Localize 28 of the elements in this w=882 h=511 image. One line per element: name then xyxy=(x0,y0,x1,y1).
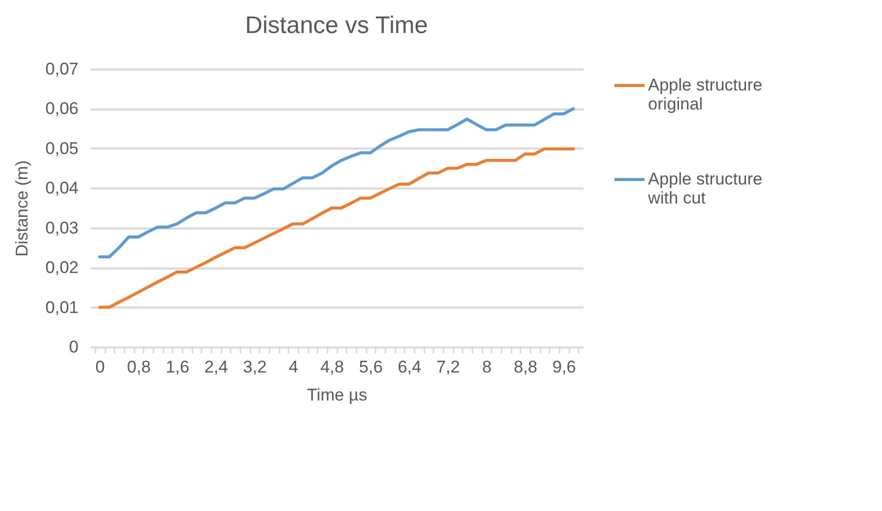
y-tick-label: 0,04 xyxy=(45,178,78,198)
y-tick-label: 0,01 xyxy=(45,298,78,317)
y-tick-label: 0,02 xyxy=(45,258,78,278)
chart-title: Distance vs Time xyxy=(245,12,428,39)
line-series xyxy=(98,107,575,258)
x-tick-label: 0,8 xyxy=(127,358,151,376)
y-tick-label: 0 xyxy=(69,338,78,356)
y-tick-label: 0,05 xyxy=(45,138,78,158)
x-tick-label: 8,8 xyxy=(514,358,538,376)
legend-label: Apple structure with cut xyxy=(647,170,762,208)
x-tick-label: 6,4 xyxy=(398,358,422,376)
x-tick-label: 3,2 xyxy=(243,358,267,376)
y-tick-label: 0,06 xyxy=(45,99,78,118)
line-series xyxy=(98,147,575,309)
x-tick-label: 9,6 xyxy=(552,358,576,376)
x-tick-label: 5,6 xyxy=(359,358,383,376)
x-tick-label: 8 xyxy=(482,358,492,376)
x-tick-label: 2,4 xyxy=(204,358,228,376)
y-axis-title: Distance (m) xyxy=(12,160,32,257)
x-tick-label: 0 xyxy=(95,358,105,376)
x-tick-label: 1,6 xyxy=(166,358,190,376)
x-tick-label: 4,8 xyxy=(320,358,344,376)
y-tick-label: 0,07 xyxy=(45,60,78,78)
x-axis-title: Time µs xyxy=(306,386,368,404)
y-tick-label: 0,03 xyxy=(45,218,78,238)
x-tick-label: 7,2 xyxy=(436,358,460,376)
legend-label: Apple structure original xyxy=(648,76,762,114)
x-tick-label: 4 xyxy=(288,358,298,376)
